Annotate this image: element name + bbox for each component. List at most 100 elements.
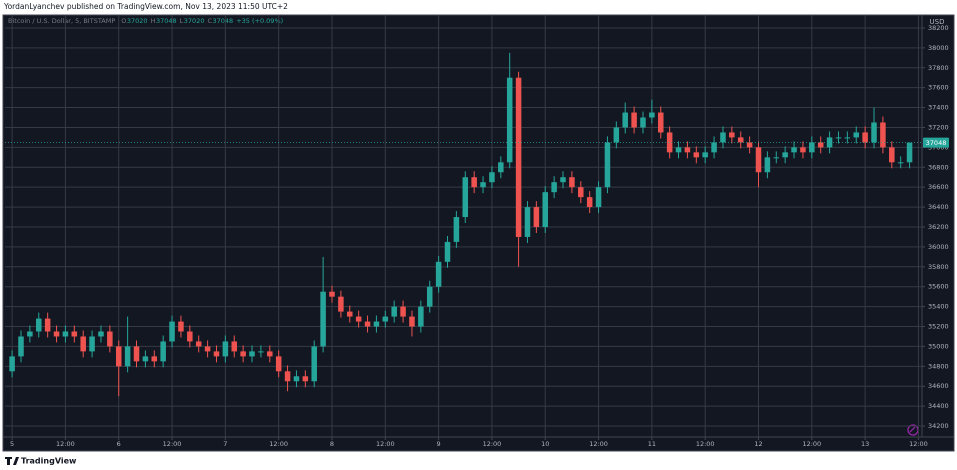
logo-mark: [5, 457, 19, 465]
candle-body: [426, 286, 433, 307]
candle-body: [897, 162, 904, 164]
ohlc-label: H: [151, 17, 156, 25]
candle-body: [142, 356, 149, 362]
ohlc-value: 37020: [184, 17, 205, 25]
y-tick-label: 36800: [928, 163, 949, 171]
x-tick-label: 12:00: [909, 440, 928, 448]
candle-body: [27, 331, 33, 337]
x-tick-label: 10: [541, 440, 549, 448]
candle-body: [382, 316, 389, 322]
candle-body: [560, 177, 566, 183]
candle-body: [71, 331, 78, 337]
x-tick-label: 12: [754, 440, 762, 448]
x-tick-label: 12:00: [269, 440, 288, 448]
candle-body: [9, 356, 15, 372]
candle-body: [249, 351, 255, 357]
candle-body: [133, 346, 140, 362]
candle-body: [151, 356, 158, 362]
tradingview-logo: [5, 457, 19, 465]
last-price-label: 37048: [926, 139, 947, 147]
candle-body: [213, 351, 220, 357]
candle-body: [462, 177, 469, 218]
candle-body: [506, 77, 513, 163]
x-tick-label: 9: [437, 440, 441, 448]
ohlc-value: 37048: [156, 17, 177, 25]
candle-body: [80, 336, 86, 352]
candle-body: [329, 291, 335, 297]
candle-body: [711, 142, 717, 153]
y-tick-label: 35800: [928, 263, 949, 271]
x-tick-label: 6: [117, 440, 121, 448]
x-tick-label: 12:00: [802, 440, 821, 448]
candle-body: [44, 318, 51, 332]
candle-body: [267, 351, 273, 357]
candle-body: [98, 331, 104, 337]
x-tick-label: 8: [330, 440, 334, 448]
candle-body: [400, 306, 406, 317]
x-tick-label: 12:00: [163, 440, 182, 448]
candle-body: [764, 157, 771, 173]
candle-body: [240, 351, 246, 357]
y-tick-label: 37800: [928, 64, 949, 72]
x-tick-label: 13: [861, 440, 869, 448]
candle-body: [631, 112, 637, 128]
y-tick-label: 35200: [928, 323, 949, 331]
y-tick-label: 34400: [928, 402, 949, 410]
candle-body: [115, 346, 122, 367]
candle-body: [178, 321, 184, 332]
last-price-tag: [923, 137, 949, 148]
y-tick-label: 36600: [928, 183, 949, 191]
candle-body: [622, 112, 628, 128]
candle-body: [36, 318, 42, 332]
candle-body: [338, 296, 344, 312]
currency-label: USD: [930, 18, 945, 26]
x-tick-label: 12:00: [589, 440, 608, 448]
candle-body: [658, 112, 664, 133]
candle-body: [773, 157, 780, 159]
ohlc-label: L: [180, 17, 184, 25]
candle-body: [293, 376, 300, 382]
candle-body: [347, 311, 353, 317]
candle-body: [284, 371, 291, 382]
candle-body: [675, 147, 682, 153]
ohlc-value: 37048: [213, 17, 234, 25]
x-tick-label: 12:00: [376, 440, 395, 448]
candle-body: [551, 182, 557, 193]
candle-body: [791, 147, 797, 153]
candle-body: [542, 192, 549, 227]
candle-body: [844, 137, 851, 139]
candle-body: [444, 241, 451, 262]
candle-body: [53, 331, 60, 337]
ohlc-label: C: [207, 17, 212, 25]
candle-body: [515, 77, 522, 237]
ohlc-value: 37020: [127, 17, 148, 25]
y-tick-label: 36200: [928, 223, 949, 231]
symbol-title: Bitcoin / U.S. Dollar, 5, BITSTAMP: [8, 17, 115, 25]
candle-body: [204, 346, 211, 352]
candle-body: [498, 162, 504, 173]
candle-body: [595, 187, 602, 208]
candle-body: [569, 177, 575, 188]
candle-body: [871, 122, 877, 143]
y-tick-label: 38200: [928, 24, 949, 32]
candle-body: [471, 177, 477, 188]
x-tick-label: 12:00: [483, 440, 502, 448]
candle-body: [480, 182, 486, 188]
candle-body: [826, 137, 833, 148]
candle-body: [613, 127, 620, 143]
x-tick-label: 5: [10, 440, 14, 448]
candle-body: [889, 147, 895, 163]
y-tick-label: 36400: [928, 203, 949, 211]
candle-body: [809, 142, 815, 153]
y-tick-label: 35400: [928, 303, 949, 311]
candle-body: [755, 147, 762, 173]
candles: [9, 52, 913, 397]
candle-body: [62, 331, 69, 337]
candle-body: [169, 321, 175, 342]
candle-body: [533, 207, 540, 227]
candle-body: [311, 346, 317, 382]
candle-body: [729, 132, 735, 138]
candle-body: [800, 147, 806, 153]
candle-body: [604, 142, 611, 188]
